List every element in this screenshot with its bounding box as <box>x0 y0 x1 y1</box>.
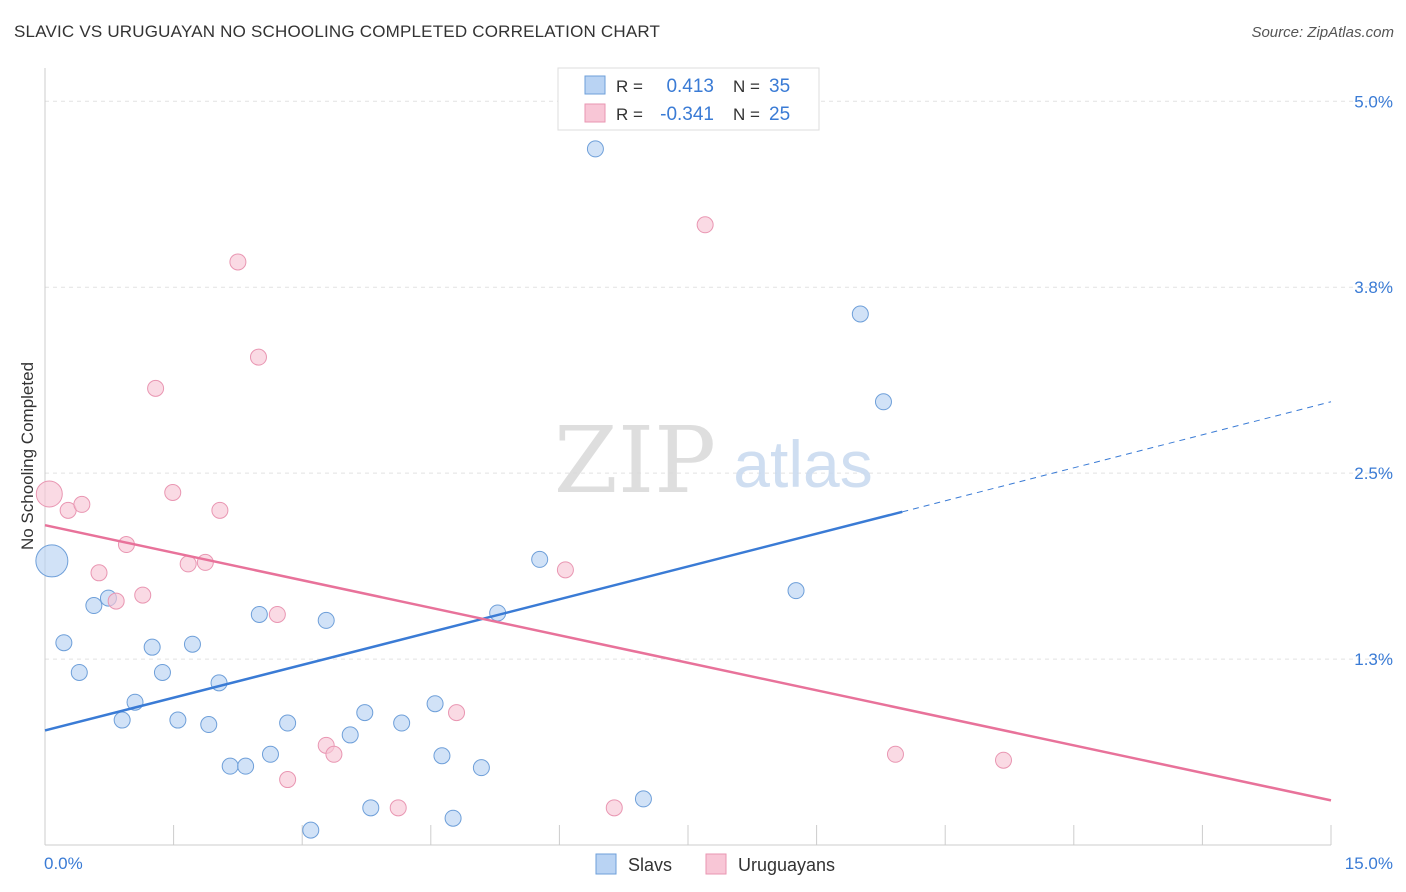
point-slavs-9 <box>169 711 187 729</box>
point-uruguayans-8 <box>164 483 182 501</box>
point-uruguayans-18 <box>389 799 407 817</box>
legend-r-label-2: R = <box>616 105 643 124</box>
point-slavs-11 <box>200 716 218 734</box>
bottom-legend-swatch-uruguayans <box>705 853 727 875</box>
point-slavs-34 <box>874 393 892 411</box>
point-slavs-33 <box>851 305 869 323</box>
point-slavs-21 <box>356 704 374 722</box>
source-label: Source: ZipAtlas.com <box>1251 24 1394 41</box>
y-tick-label-0: 1.3% <box>1354 650 1393 669</box>
point-slavs-19 <box>317 611 335 629</box>
watermark-atlas: atlas <box>733 427 872 501</box>
point-slavs-2 <box>70 663 88 681</box>
point-uruguayans-4 <box>107 592 125 610</box>
point-uruguayans-23 <box>886 745 904 763</box>
point-uruguayans-21 <box>605 799 623 817</box>
point-slavs-3 <box>85 597 103 615</box>
y-tick-label-3: 5.0% <box>1354 92 1393 111</box>
point-slavs-20 <box>341 726 359 744</box>
point-slavs-24 <box>426 695 444 713</box>
point-slavs-17 <box>279 714 297 732</box>
point-uruguayans-19 <box>448 704 466 722</box>
tick-labels: 1.3% 2.5% 3.8% 5.0% 0.0% 15.0% <box>44 92 1393 873</box>
bottom-legend-label-slavs: Slavs <box>628 855 672 875</box>
x-tick-label-0: 0.0% <box>44 854 83 873</box>
point-uruguayans-2 <box>73 495 91 513</box>
point-slavs-32 <box>787 582 805 600</box>
point-slavs-23 <box>393 714 411 732</box>
gridlines <box>45 100 1392 660</box>
point-slavs-15 <box>250 605 268 623</box>
y-tick-label-2: 3.8% <box>1354 278 1393 297</box>
point-uruguayans-13 <box>249 348 267 366</box>
point-uruguayans-3 <box>90 564 108 582</box>
legend-n-value-slavs: 35 <box>769 76 790 97</box>
point-slavs-1 <box>55 634 73 652</box>
point-slavs-14 <box>237 757 255 775</box>
point-uruguayans-17 <box>325 745 343 763</box>
legend-n-label-2: N = <box>733 105 760 124</box>
trend-line-slavs-extension <box>902 401 1332 513</box>
point-slavs-29 <box>531 550 549 568</box>
point-slavs-7 <box>143 638 161 656</box>
point-slavs-22 <box>362 799 380 817</box>
x-tick-label-1: 15.0% <box>1345 854 1393 873</box>
point-slavs-0 <box>35 544 69 578</box>
point-slavs-8 <box>153 663 171 681</box>
point-slavs-18 <box>302 821 320 839</box>
legend-r-value-slavs: 0.413 <box>666 76 714 97</box>
point-slavs-30 <box>586 140 604 158</box>
legend-swatch-uruguayans <box>584 103 606 123</box>
correlation-legend: R = 0.413 N = 35 R = -0.341 N = 25 <box>557 67 820 131</box>
y-axis-label: No Schooling Completed <box>18 362 37 550</box>
point-slavs-16 <box>261 745 279 763</box>
legend-r-value-uruguayans: -0.341 <box>660 104 714 125</box>
point-slavs-25 <box>433 747 451 765</box>
bottom-legend-label-uruguayans: Uruguayans <box>738 855 835 875</box>
point-uruguayans-14 <box>268 605 286 623</box>
trend-line-uruguayans <box>44 523 1332 802</box>
watermark-zip: ZIP <box>554 407 716 514</box>
point-uruguayans-7 <box>147 379 165 397</box>
axes <box>44 68 1332 846</box>
legend-n-label: N = <box>733 77 760 96</box>
point-slavs-27 <box>472 759 490 777</box>
point-uruguayans-10 <box>196 553 214 571</box>
point-slavs-31 <box>634 790 652 808</box>
point-slavs-5 <box>113 711 131 729</box>
series-legend: Slavs Uruguayans <box>595 853 835 875</box>
y-tick-label-1: 2.5% <box>1354 464 1393 483</box>
point-slavs-13 <box>221 757 239 775</box>
chart-title: SLAVIC VS URUGUAYAN NO SCHOOLING COMPLET… <box>14 22 661 41</box>
trend-lines <box>44 401 1332 802</box>
point-uruguayans-0 <box>35 480 63 508</box>
trend-line-slavs <box>44 510 903 732</box>
legend-r-label: R = <box>616 77 643 96</box>
legend-n-value-uruguayans: 25 <box>769 104 790 125</box>
point-uruguayans-24 <box>994 751 1012 769</box>
point-uruguayans-12 <box>229 253 247 271</box>
point-uruguayans-15 <box>279 771 297 789</box>
bottom-legend-swatch-slavs <box>595 853 617 875</box>
point-slavs-10 <box>183 635 201 653</box>
point-uruguayans-20 <box>556 561 574 579</box>
point-slavs-26 <box>444 809 462 827</box>
point-uruguayans-6 <box>134 586 152 604</box>
point-uruguayans-11 <box>211 501 229 519</box>
legend-swatch-slavs <box>584 75 606 95</box>
point-uruguayans-22 <box>696 216 714 234</box>
